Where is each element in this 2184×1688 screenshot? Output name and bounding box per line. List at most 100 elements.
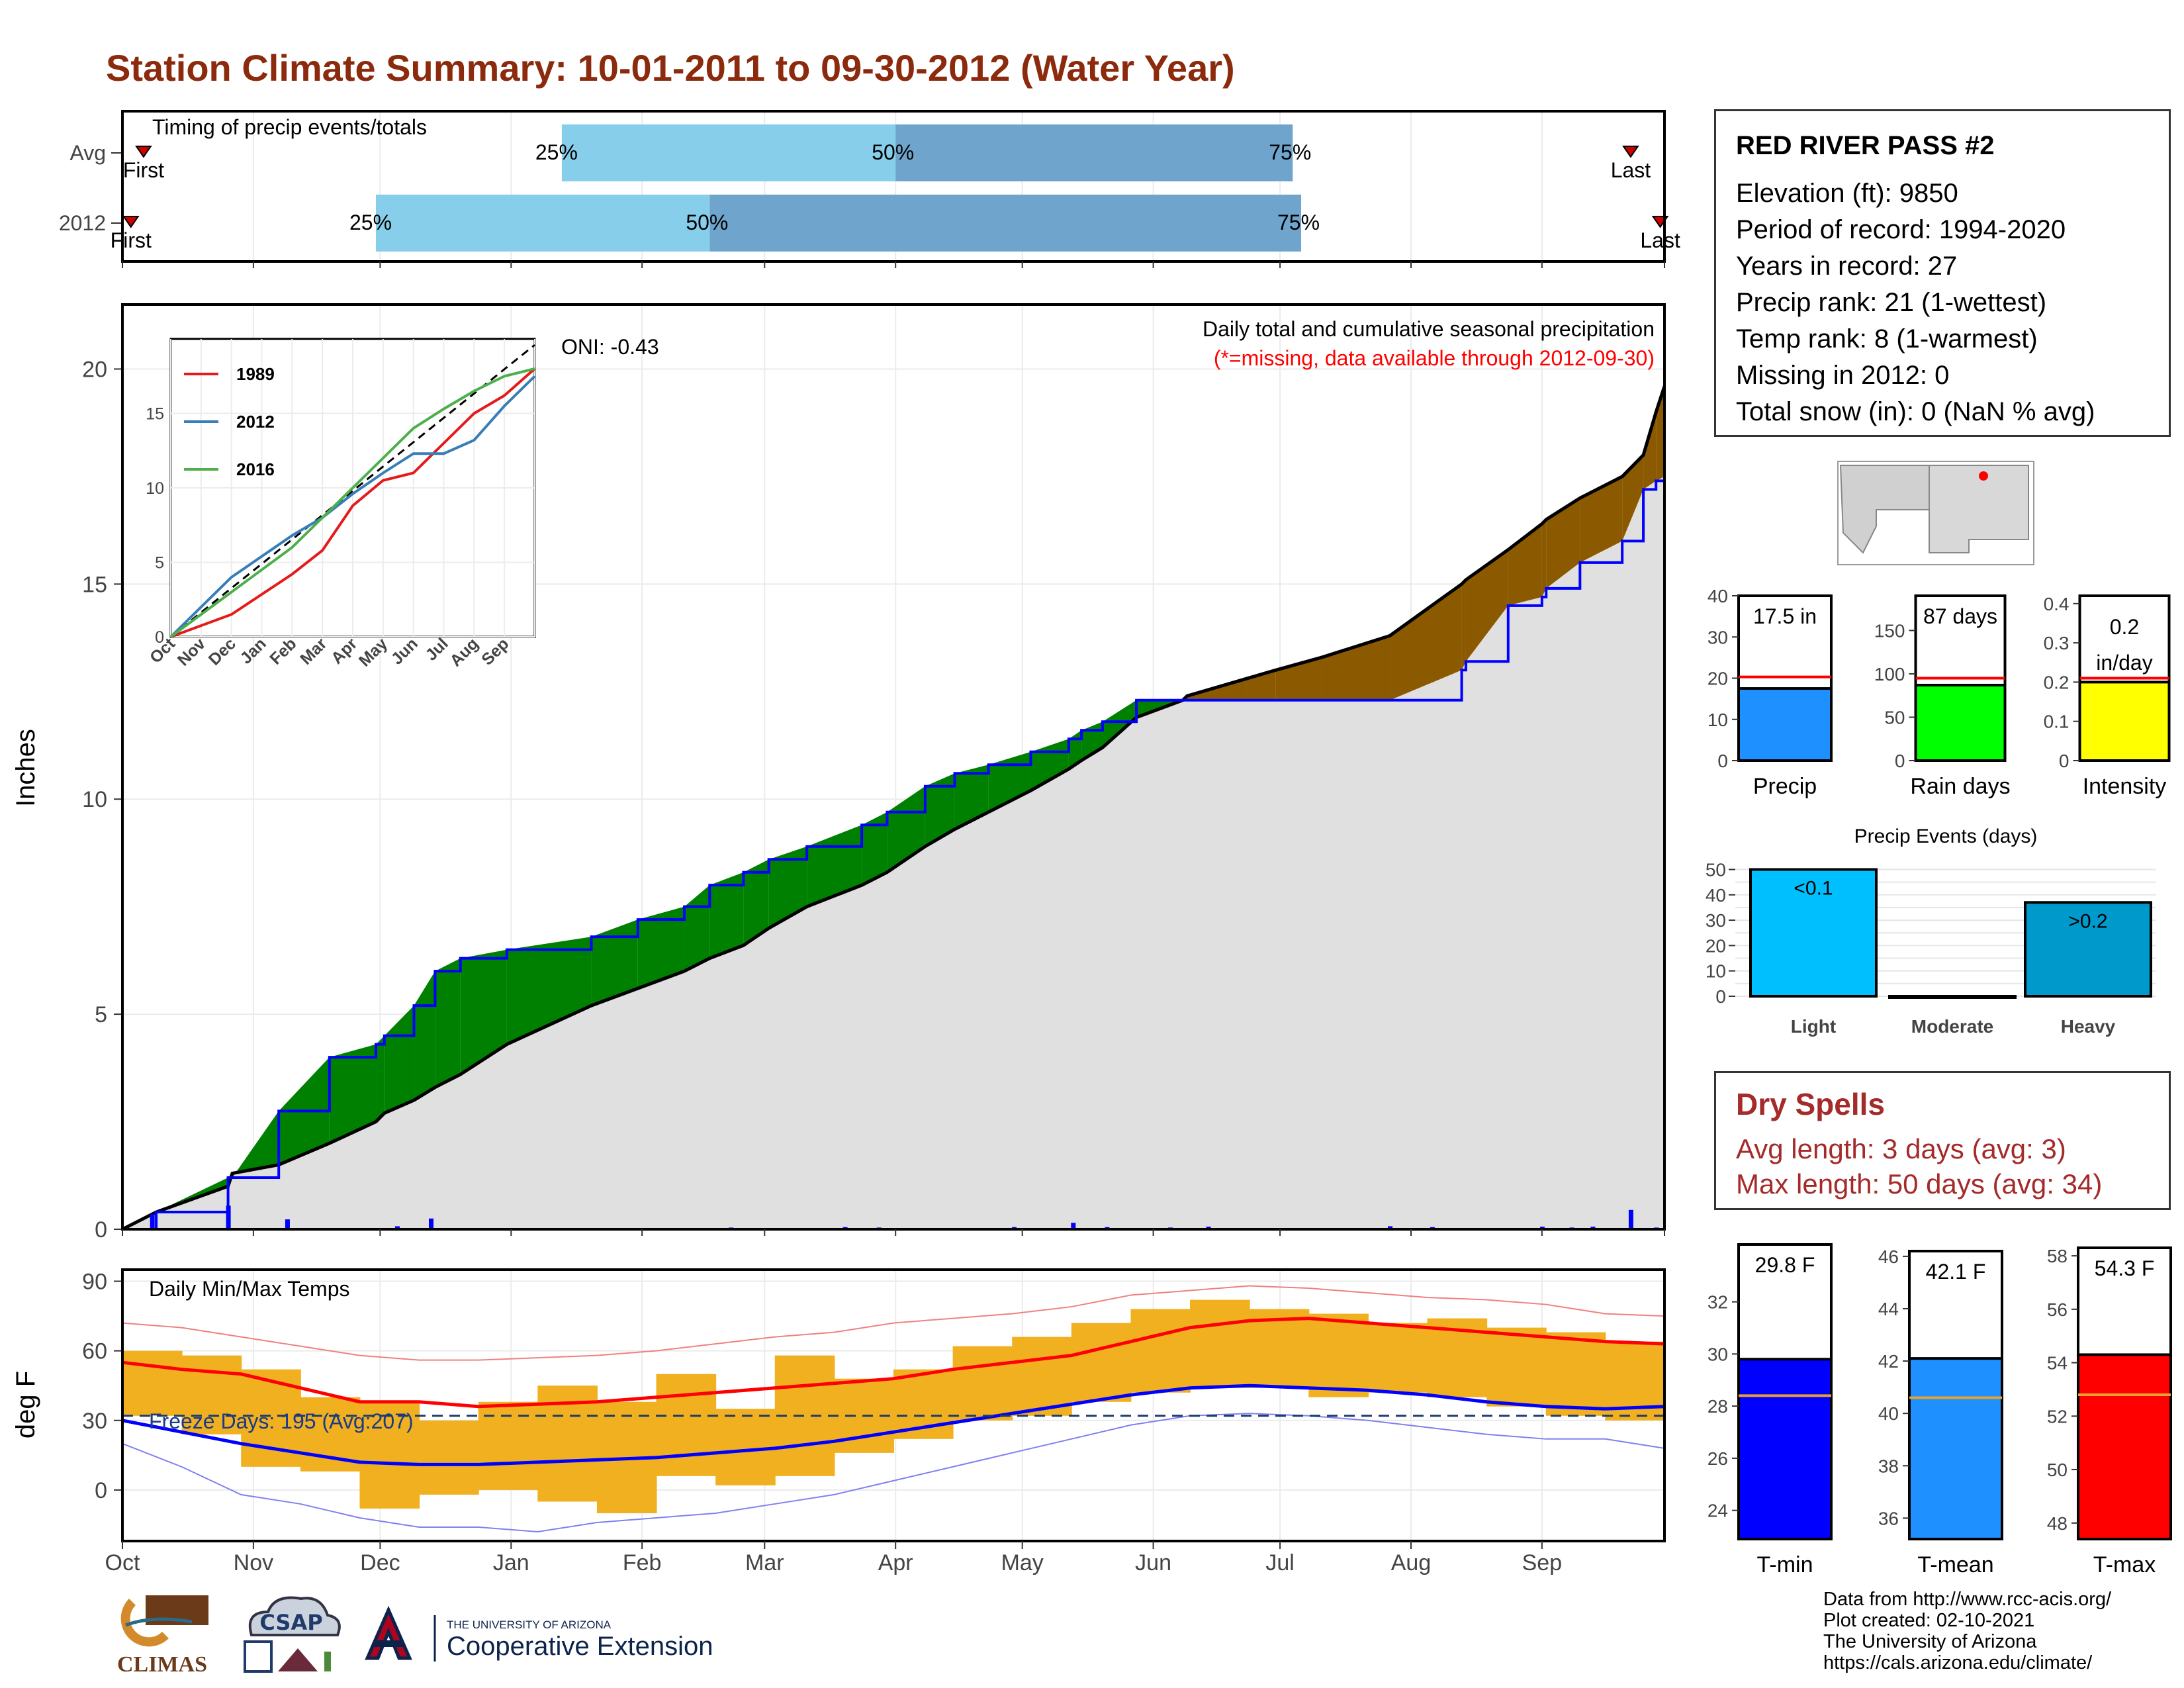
rain-days-ytick-label: 100 [1874,664,1905,684]
timing-first-label: First [111,228,152,252]
below-average-area [1465,549,1508,662]
dry-spells-max: Max length: 50 days (avg: 34) [1736,1168,2103,1199]
daily-precip-bar [394,1226,400,1229]
intensity-ytick-label: 0.3 [2044,633,2070,653]
daily-temp-range-bar [656,1374,717,1476]
precip-events-bar [1749,868,1878,998]
timing-bar-q3 [709,195,1302,252]
precip-total-ytick-label: 20 [1707,669,1728,689]
daily-temp-range-bar [1367,1323,1428,1393]
precip-ytick-label: 5 [95,1002,107,1027]
month-label: Mar [745,1550,784,1575]
precip-ytick-label: 15 [82,572,107,597]
t-mean-ytick-label: 46 [1878,1246,1899,1267]
inset-ytick-label: 0 [155,628,164,647]
freeze-days-label: Freeze Days: 195 (Avg:207) [149,1409,414,1433]
csap-text: CSAP [259,1610,322,1635]
inset-ytick-label: 15 [146,405,164,424]
month-label: Oct [105,1550,140,1575]
rain-days-value-label: 87 days [1923,604,1997,628]
station-info-box: RED RIVER PASS #2 Elevation (ft): 9850 Pe… [1714,109,2171,437]
t-min-value-label: 29.8 F [1755,1253,1815,1277]
intensity-ytick-label: 0.2 [2044,672,2070,692]
t-min-bar [1737,1358,1833,1540]
daily-temp-range-bar [715,1409,776,1485]
above-average-area [768,846,807,929]
credit-line: The University of Arizona [1823,1631,2037,1652]
timing-title: Timing of precip events/totals [152,115,427,139]
cumulative-2012-line [122,476,1666,1231]
station-marker [1979,471,1988,481]
t-mean-bar [1908,1357,2003,1540]
precip-ytick-label: 0 [95,1217,107,1243]
t-min-ytick-label: 26 [1707,1448,1728,1469]
inset-ytick-label: 10 [146,479,164,498]
above-average-area [1102,700,1137,748]
timing-p75-label: 75% [1277,211,1320,234]
precip-events-bar-label: >0.2 [2068,910,2107,932]
rain-days-ytick-label: 50 [1884,707,1905,727]
daily-temp-range-bar [359,1401,420,1509]
t-min-ytick-label: 24 [1707,1501,1728,1521]
inset-avg-line [170,344,535,638]
daily-temp-range-bar [1486,1327,1547,1407]
main-charts: 25% 50% 75% First Last Avg 25% 50% 75% First Last 2… [11,110,1680,1575]
precip-events-bar-label: <0.1 [1794,877,1833,899]
timing-row-label: Avg [69,141,106,165]
precip-events-bar [2024,901,2152,998]
daily-precip-bar [1071,1223,1076,1229]
above-average-area [743,859,769,946]
page-title: Station Climate Summary: 10-01-2011 to 0… [106,47,1235,89]
tmin-record-line [122,1413,1665,1532]
timing-first-label: First [123,158,164,182]
rain-days-bar [1914,683,2007,762]
climas-text: CLIMAS [117,1652,207,1677]
inset-legend-label: 2016 [236,459,275,479]
tmax-avg-line [122,1317,1665,1409]
daily-temp-range-bar [1545,1332,1606,1416]
above-average-area [329,1044,377,1144]
month-label: Nov [234,1550,273,1575]
ua-cooperative-extension-logo: THE UNIVERSITY OF ARIZONA Cooperative Ex… [364,1605,713,1662]
inset-series-line [169,367,535,638]
t-max-ytick-label: 56 [2047,1299,2068,1320]
above-average-area [862,812,887,886]
timing-frame [121,110,1666,263]
timing-p25-label: 25% [349,211,392,234]
tmax-record-line [122,1285,1665,1361]
credit-line: https://cals.arizona.edu/climate/ [1823,1652,2093,1673]
timing-p75-label: 75% [1269,140,1311,164]
timing-p50-label: 50% [686,211,728,234]
t-max-ytick-label: 50 [2047,1460,2068,1480]
timing-last-marker [1622,146,1639,158]
timing-p50-label: 50% [872,140,914,164]
locator-map [1837,461,2034,565]
precip-ytick-label: 20 [82,357,107,382]
station-detail-line: Missing in 2012: 0 [1736,361,1950,390]
inset-series-line [170,367,536,638]
t-min-ytick-label: 30 [1707,1344,1728,1364]
month-label: Jan [493,1550,529,1575]
ua-line1: THE UNIVERSITY OF ARIZONA [447,1618,612,1631]
precip-total-ytick-label: 30 [1707,627,1728,647]
timing-last-label: Last [1611,158,1651,182]
station-name: RED RIVER PASS #2 [1736,131,1995,160]
daily-temp-range-bar [1012,1336,1072,1416]
precip-total-ytick-label: 10 [1707,710,1728,730]
above-average-area [506,937,592,1045]
credit-line: Data from http://www.rcc-acis.org/ [1823,1589,2112,1610]
avg-cumulative-line [121,385,1666,1231]
above-average-area [384,1006,414,1113]
t-min-category-label: T-min [1757,1552,1813,1577]
precip-events-ytick-label: 10 [1706,961,1726,982]
precip-events-ytick-label: 50 [1706,859,1726,880]
rain-days-ytick-label: 0 [1895,751,1905,771]
inset-ytick-label: 5 [155,554,164,573]
station-detail-line: Years in record: 27 [1736,252,1958,281]
csap-logo: CSAP [244,1596,341,1673]
timing-first-marker [135,146,152,158]
dry-spells-avg: Avg length: 3 days (avg: 3) [1736,1133,2066,1164]
credits: Data from http://www.rcc-acis.org/Plot c… [1823,1589,2111,1673]
temp-ytick-label: 90 [82,1270,107,1295]
